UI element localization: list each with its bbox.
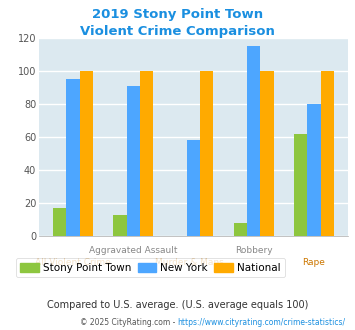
Bar bbox=[321, 71, 334, 236]
Bar bbox=[127, 86, 140, 236]
Bar bbox=[294, 134, 307, 236]
Text: Aggravated Assault: Aggravated Assault bbox=[89, 246, 178, 255]
Text: Murder & Mans...: Murder & Mans... bbox=[155, 258, 232, 267]
Bar bbox=[53, 208, 66, 236]
Text: https://www.cityrating.com/crime-statistics/: https://www.cityrating.com/crime-statist… bbox=[178, 318, 346, 327]
Text: Robbery: Robbery bbox=[235, 246, 273, 255]
Bar bbox=[80, 71, 93, 236]
Bar bbox=[113, 214, 127, 236]
Bar bbox=[307, 104, 321, 236]
Text: © 2025 CityRating.com -: © 2025 CityRating.com - bbox=[80, 318, 178, 327]
Bar bbox=[140, 71, 153, 236]
Bar bbox=[187, 140, 200, 236]
Bar bbox=[66, 79, 80, 236]
Bar bbox=[247, 46, 260, 236]
Text: Violent Crime Comparison: Violent Crime Comparison bbox=[80, 25, 275, 38]
Legend: Stony Point Town, New York, National: Stony Point Town, New York, National bbox=[16, 258, 285, 277]
Bar bbox=[200, 71, 213, 236]
Text: Compared to U.S. average. (U.S. average equals 100): Compared to U.S. average. (U.S. average … bbox=[47, 300, 308, 310]
Bar bbox=[234, 223, 247, 236]
Bar bbox=[260, 71, 274, 236]
Text: Rape: Rape bbox=[302, 258, 326, 267]
Text: 2019 Stony Point Town: 2019 Stony Point Town bbox=[92, 8, 263, 21]
Text: All Violent Crime: All Violent Crime bbox=[35, 258, 111, 267]
